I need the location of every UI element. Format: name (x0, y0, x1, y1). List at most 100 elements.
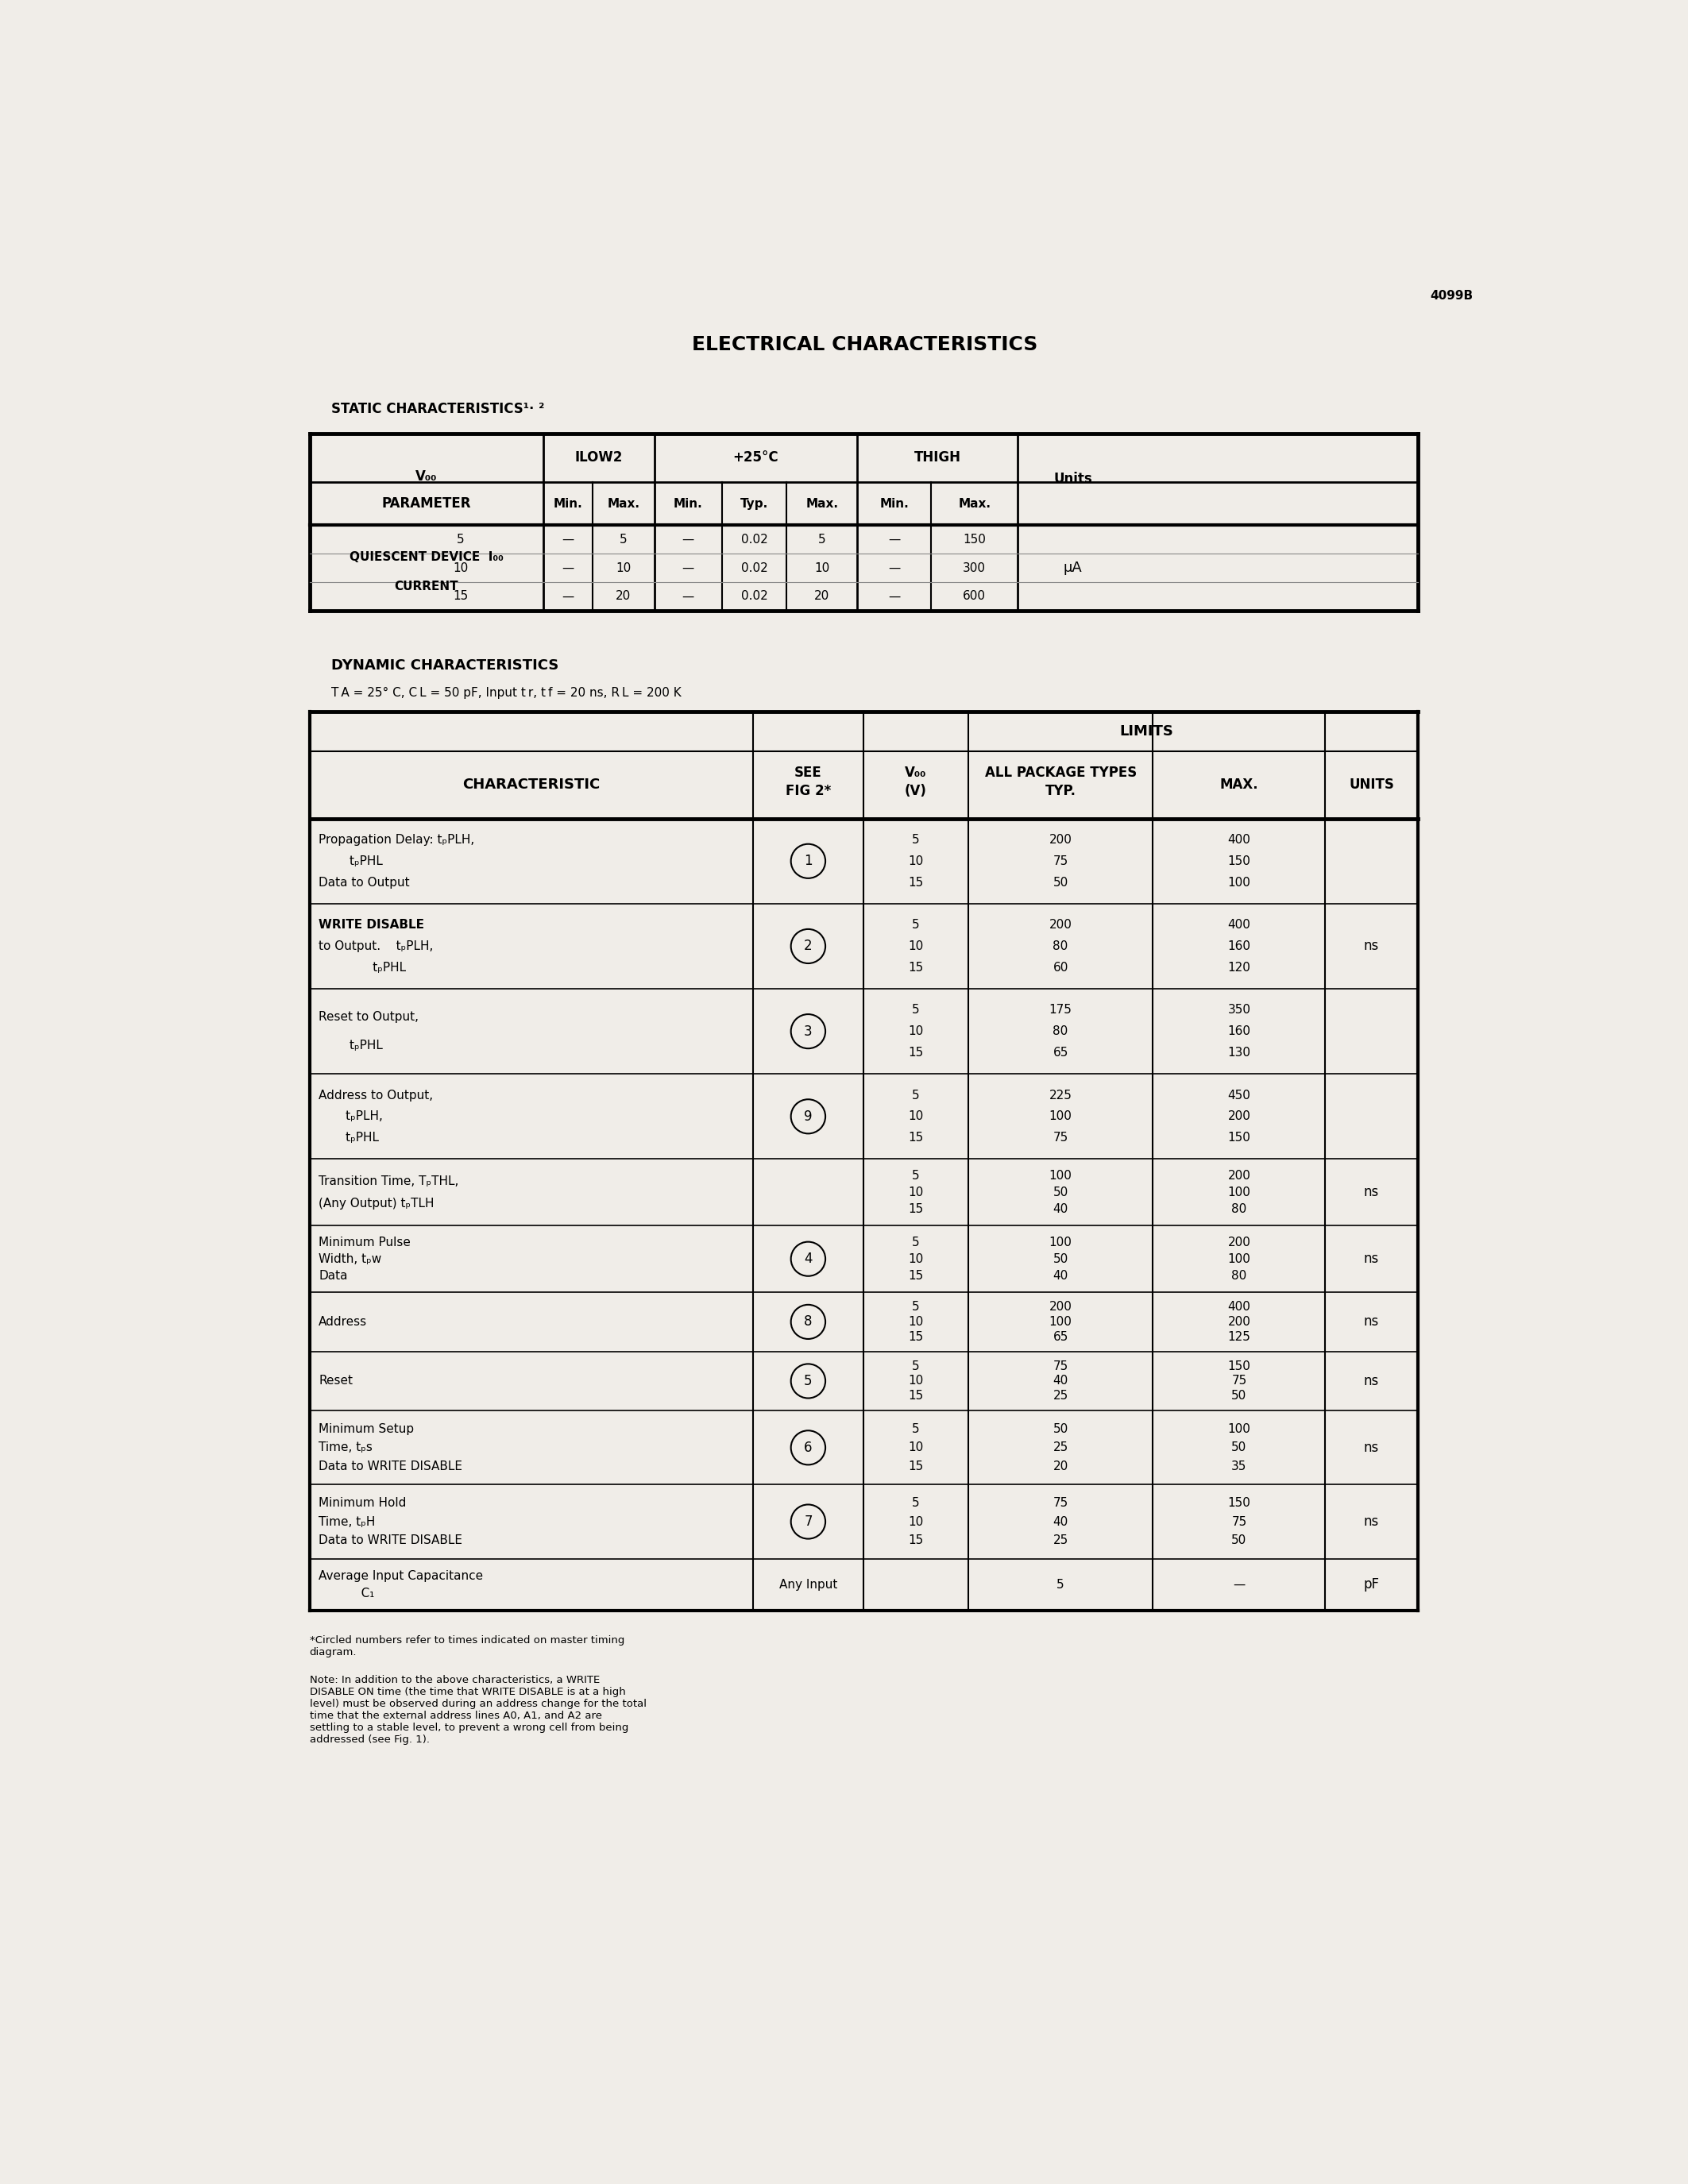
Text: 15: 15 (908, 1131, 923, 1144)
Text: 5: 5 (456, 533, 464, 546)
Text: 50: 50 (1053, 1186, 1069, 1199)
Text: 6: 6 (803, 1441, 812, 1455)
Text: 75: 75 (1053, 1131, 1069, 1144)
Text: 100: 100 (1050, 1109, 1072, 1123)
Text: 160: 160 (1227, 941, 1251, 952)
Text: —: — (888, 590, 900, 603)
Text: 10: 10 (908, 1026, 923, 1037)
Text: 50: 50 (1232, 1389, 1247, 1402)
Text: 5: 5 (1057, 1579, 1065, 1590)
Text: 50: 50 (1053, 1424, 1069, 1435)
Text: 2: 2 (803, 939, 812, 954)
Text: QUIESCENT DEVICE  I₀₀: QUIESCENT DEVICE I₀₀ (349, 550, 503, 563)
Text: 15: 15 (452, 590, 468, 603)
Text: 1: 1 (803, 854, 812, 869)
Text: Average Input Capacitance: Average Input Capacitance (319, 1570, 483, 1581)
Text: 200: 200 (1227, 1236, 1251, 1249)
Text: pF: pF (1364, 1577, 1379, 1592)
Text: ns: ns (1364, 1374, 1379, 1389)
Text: 20: 20 (616, 590, 631, 603)
Text: FIG 2*: FIG 2* (785, 784, 830, 797)
Text: Data to Output: Data to Output (319, 876, 410, 889)
Text: 4099B: 4099B (1430, 290, 1474, 301)
Text: 10: 10 (908, 1516, 923, 1527)
Text: 5: 5 (912, 1498, 920, 1509)
Text: DYNAMIC CHARACTERISTICS: DYNAMIC CHARACTERISTICS (331, 660, 559, 673)
Text: 600: 600 (962, 590, 986, 603)
Text: 5: 5 (912, 834, 920, 845)
Text: 10: 10 (616, 561, 631, 574)
Text: 75: 75 (1053, 856, 1069, 867)
Text: 150: 150 (962, 533, 986, 546)
Text: THIGH: THIGH (913, 450, 960, 465)
Text: 40: 40 (1053, 1203, 1069, 1214)
Text: 9: 9 (803, 1109, 812, 1123)
Text: Any Input: Any Input (780, 1579, 837, 1590)
Text: (V): (V) (905, 784, 927, 797)
Text: Minimum Hold: Minimum Hold (319, 1498, 407, 1509)
Text: 80: 80 (1053, 941, 1069, 952)
Text: V₀₀: V₀₀ (905, 767, 927, 780)
Text: 7: 7 (803, 1514, 812, 1529)
Text: 80: 80 (1232, 1203, 1247, 1214)
Text: tₚPHL: tₚPHL (319, 1040, 383, 1051)
Text: 200: 200 (1050, 1302, 1072, 1313)
Text: 0.02: 0.02 (741, 533, 768, 546)
Text: 0.02: 0.02 (741, 561, 768, 574)
Text: 8: 8 (803, 1315, 812, 1330)
Text: 100: 100 (1050, 1171, 1072, 1182)
Text: 5: 5 (912, 1302, 920, 1313)
Text: TYP.: TYP. (1045, 784, 1075, 797)
Text: Time, tₚs: Time, tₚs (319, 1441, 373, 1455)
Text: 80: 80 (1053, 1026, 1069, 1037)
Text: 65: 65 (1053, 1330, 1069, 1343)
Text: 3: 3 (803, 1024, 812, 1040)
Text: 5: 5 (912, 1005, 920, 1016)
Text: V₀₀: V₀₀ (415, 470, 437, 483)
Text: Min.: Min. (879, 498, 908, 509)
Text: WRITE DISABLE: WRITE DISABLE (319, 919, 424, 930)
Text: 15: 15 (908, 1330, 923, 1343)
Text: 400: 400 (1227, 1302, 1251, 1313)
Text: 100: 100 (1050, 1317, 1072, 1328)
Text: PARAMETER: PARAMETER (381, 496, 471, 511)
Text: 75: 75 (1053, 1361, 1069, 1372)
Text: 40: 40 (1053, 1269, 1069, 1282)
Text: 100: 100 (1227, 1186, 1251, 1199)
Text: 25: 25 (1053, 1441, 1069, 1455)
Text: 5: 5 (912, 1171, 920, 1182)
Text: 5: 5 (912, 1090, 920, 1101)
Text: 50: 50 (1053, 876, 1069, 889)
Text: 5: 5 (912, 1424, 920, 1435)
Text: Minimum Setup: Minimum Setup (319, 1424, 414, 1435)
Text: 25: 25 (1053, 1533, 1069, 1546)
Text: Note: In addition to the above characteristics, a WRITE
DISABLE ON time (the tim: Note: In addition to the above character… (309, 1675, 647, 1745)
Text: —: — (682, 561, 694, 574)
Text: 200: 200 (1227, 1109, 1251, 1123)
Text: CURRENT: CURRENT (395, 581, 459, 592)
Text: 5: 5 (912, 1361, 920, 1372)
Text: 75: 75 (1232, 1516, 1247, 1527)
Text: —: — (888, 561, 900, 574)
Text: 10: 10 (908, 1109, 923, 1123)
Text: 300: 300 (962, 561, 986, 574)
Text: 10: 10 (908, 941, 923, 952)
Text: Reset: Reset (319, 1376, 353, 1387)
Text: 150: 150 (1227, 1131, 1251, 1144)
Text: 120: 120 (1227, 961, 1251, 974)
Text: STATIC CHARACTERISTICS¹· ²: STATIC CHARACTERISTICS¹· ² (331, 402, 544, 415)
Text: 35: 35 (1232, 1461, 1247, 1472)
Text: ns: ns (1364, 939, 1379, 954)
Text: 15: 15 (908, 1269, 923, 1282)
Text: (Any Output) tₚTLH: (Any Output) tₚTLH (319, 1197, 434, 1210)
Text: μA: μA (1063, 561, 1082, 574)
Text: 15: 15 (908, 1203, 923, 1214)
Text: ns: ns (1364, 1251, 1379, 1267)
Text: 10: 10 (452, 561, 468, 574)
Text: Data: Data (319, 1269, 348, 1282)
Text: LIMITS: LIMITS (1119, 725, 1173, 738)
Text: Max.: Max. (608, 498, 640, 509)
Text: Data to WRITE DISABLE: Data to WRITE DISABLE (319, 1461, 463, 1472)
Text: 4: 4 (803, 1251, 812, 1267)
Text: Data to WRITE DISABLE: Data to WRITE DISABLE (319, 1533, 463, 1546)
